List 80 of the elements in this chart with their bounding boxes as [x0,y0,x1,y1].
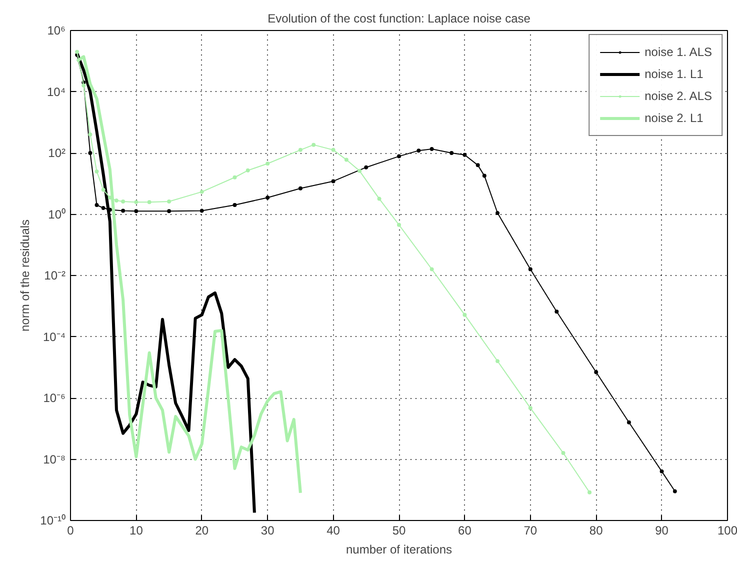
x-tick-label: 40 [326,524,340,538]
x-tick-label: 20 [195,524,209,538]
legend-label: noise 2. L1 [644,111,704,125]
point [82,84,86,88]
point [462,152,467,157]
point [358,168,362,173]
point [121,208,126,213]
x-tick-label: 0 [67,524,74,538]
point [298,186,302,190]
point [298,148,302,152]
point [114,198,118,203]
point [88,132,92,137]
legend-label: noise 1. L1 [644,67,704,81]
point [496,359,500,364]
point [397,154,401,158]
point [147,200,152,204]
point [167,200,172,204]
y-tick-label: 10⁻⁶ [43,391,66,405]
y-tick-label: 10² [48,146,66,160]
point [462,312,467,317]
legend-label: noise 1. ALS [644,45,712,59]
x-tick-label: 90 [655,524,669,538]
point [496,210,500,215]
point [232,203,237,208]
y-tick-label: 10⁻⁸ [43,452,66,466]
point [626,420,631,424]
point [554,310,559,314]
point [88,151,92,155]
y-tick-label: 10⁻² [44,268,66,282]
point [266,162,270,166]
point [528,267,532,272]
chart-title: Evolution of the cost function: Laplace noise case [268,12,531,26]
point [416,148,421,153]
point [232,175,237,180]
point [94,203,99,208]
point [101,206,106,210]
point [482,174,486,178]
point [588,490,592,494]
point [660,469,664,474]
y-tick-label: 10⁻⁴ [42,330,66,344]
point [364,165,368,170]
point [312,142,316,147]
point [200,190,204,194]
x-tick-label: 50 [392,524,406,538]
point [101,188,106,192]
point [134,200,138,204]
point [200,208,204,213]
x-tick-label: 80 [589,524,604,538]
point [94,169,99,174]
x-tick-label: 100 [717,524,737,538]
point [344,158,348,162]
y-tick-label: 10⁰ [48,207,66,222]
point [397,222,401,227]
point [266,196,270,200]
point [134,209,138,214]
x-axis-title: number of iterations [346,542,452,556]
x-tick-label: 70 [524,524,538,538]
point [528,406,532,410]
point [377,196,382,201]
point [672,489,677,494]
y-tick-label: 10⁻¹⁰ [40,514,66,528]
point [561,451,566,455]
legend-label: noise 2. ALS [644,89,712,103]
y-axis-title: norm of the residuals [18,219,32,332]
x-tick-label: 30 [260,524,275,538]
y-tick-label: 10⁶ [47,24,66,38]
point [594,370,598,374]
point [75,50,80,54]
point [331,148,336,152]
point [331,179,336,184]
point [430,147,434,152]
point [430,267,434,272]
point [167,209,172,214]
point [476,163,480,168]
x-tick-label: 10 [130,524,144,538]
y-tick-label: 10⁴ [46,84,66,99]
x-tick-label: 60 [458,524,472,538]
point [121,200,126,204]
point [246,168,250,172]
point [450,151,454,155]
